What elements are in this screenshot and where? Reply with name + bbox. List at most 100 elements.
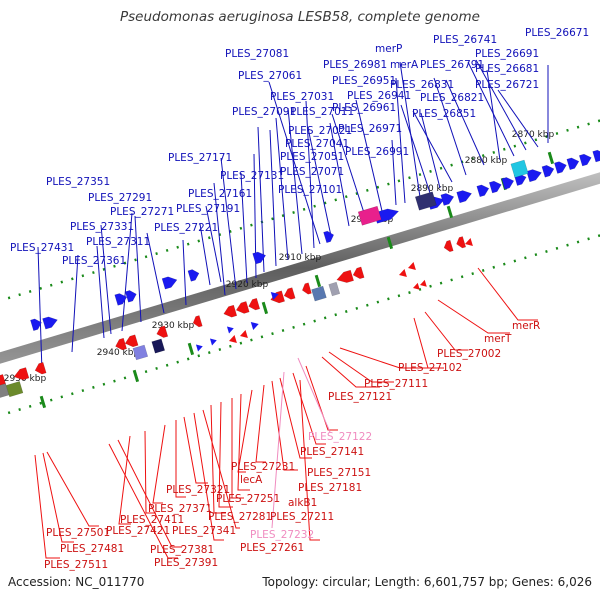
forward-gene-arrow[interactable]: [501, 176, 516, 190]
reverse-gene-label[interactable]: PLES_27181: [298, 482, 362, 494]
forward-gene-label[interactable]: PLES_27051: [280, 151, 344, 163]
forward-gene-label[interactable]: PLES_26741: [433, 34, 497, 46]
forward-gene-label[interactable]: PLES_26821: [420, 92, 484, 104]
forward-gene-label[interactable]: PLES_27431: [10, 242, 74, 254]
gene-triangle[interactable]: [407, 261, 416, 272]
reverse-gene-arrow[interactable]: [283, 287, 296, 301]
reverse-gene-arrow[interactable]: [33, 362, 47, 375]
reverse-gene-label[interactable]: merT: [484, 333, 512, 345]
reverse-gene-label[interactable]: PLES_27231: [231, 461, 295, 473]
reverse-gene-arrow[interactable]: [442, 239, 454, 253]
reverse-gene-label[interactable]: PLES_27511: [44, 559, 108, 571]
forward-gene-label[interactable]: PLES_27031: [270, 91, 334, 103]
features-layer[interactable]: [0, 136, 600, 402]
reverse-gene-label[interactable]: PLES_27232: [250, 529, 314, 541]
forward-gene-arrow[interactable]: [323, 230, 336, 244]
reverse-gene-arrow[interactable]: [0, 374, 7, 390]
gene-triangle[interactable]: [195, 343, 204, 352]
forward-gene-label[interactable]: PLES_27061: [238, 70, 302, 82]
reverse-gene-label[interactable]: PLES_27261: [240, 542, 304, 554]
forward-gene-label[interactable]: PLES_26851: [412, 108, 476, 120]
reverse-gene-arrow[interactable]: [124, 334, 139, 349]
reverse-gene-label[interactable]: PLES_27281: [208, 511, 272, 523]
forward-gene-label[interactable]: PLES_27081: [225, 48, 289, 60]
forward-gene-label[interactable]: PLES_27161: [188, 188, 252, 200]
reverse-gene-label[interactable]: PLES_27121: [328, 391, 392, 403]
forward-gene-label[interactable]: PLES_26681: [475, 63, 539, 75]
reverse-gene-label[interactable]: PLES_27251: [216, 493, 280, 505]
forward-gene-label[interactable]: merP: [375, 43, 402, 55]
reverse-gene-label[interactable]: PLES_27381: [150, 544, 214, 556]
reverse-gene-label[interactable]: PLES_27321: [166, 484, 230, 496]
reverse-gene-label[interactable]: PLES_27111: [364, 378, 428, 390]
forward-gene-label[interactable]: PLES_27221: [154, 222, 218, 234]
forward-gene-label[interactable]: PLES_27311: [86, 236, 150, 248]
reverse-gene-block[interactable]: [132, 344, 149, 361]
reverse-gene-arrow[interactable]: [301, 282, 312, 296]
forward-gene-label[interactable]: PLES_27131: [220, 170, 284, 182]
forward-gene-label[interactable]: PLES_26691: [475, 48, 539, 60]
forward-gene-label[interactable]: PLES_27331: [70, 221, 134, 233]
reverse-gene-arrow[interactable]: [155, 325, 169, 339]
reverse-gene-block[interactable]: [311, 285, 327, 302]
forward-gene-label[interactable]: PLES_27021: [288, 125, 352, 137]
reverse-gene-label[interactable]: PLES_27371: [148, 503, 212, 515]
forward-gene-label[interactable]: PLES_26831: [390, 79, 454, 91]
reverse-gene-label[interactable]: PLES_27102: [398, 362, 462, 374]
reverse-gene-label[interactable]: PLES_27141: [300, 446, 364, 458]
forward-gene-label[interactable]: PLES_27361: [62, 255, 126, 267]
forward-gene-arrow[interactable]: [476, 183, 491, 198]
forward-gene-label[interactable]: PLES_27041: [285, 138, 349, 150]
forward-gene-arrow[interactable]: [30, 317, 43, 331]
gene-triangle[interactable]: [239, 329, 248, 340]
reverse-gene-label[interactable]: PLES_27002: [437, 348, 501, 360]
forward-gene-block[interactable]: [510, 159, 529, 178]
reverse-gene-label[interactable]: PLES_27421: [106, 525, 170, 537]
reverse-gene-label[interactable]: alkB1: [288, 497, 317, 509]
forward-gene-label[interactable]: PLES_26971: [338, 123, 402, 135]
reverse-gene-arrow[interactable]: [114, 337, 127, 351]
reverse-gene-arrow[interactable]: [335, 269, 354, 285]
reverse-gene-arrow[interactable]: [351, 266, 365, 280]
reverse-gene-label[interactable]: merR: [512, 320, 540, 332]
reverse-gene-label[interactable]: PLES_27481: [60, 543, 124, 555]
forward-gene-arrow[interactable]: [554, 160, 568, 174]
gene-triangle[interactable]: [398, 268, 407, 279]
forward-gene-label[interactable]: PLES_26671: [525, 27, 589, 39]
forward-gene-label[interactable]: PLES_26791: [420, 59, 484, 71]
forward-gene-arrow[interactable]: [124, 289, 138, 303]
forward-gene-label[interactable]: PLES_27351: [46, 176, 110, 188]
reverse-gene-block[interactable]: [0, 383, 10, 402]
forward-gene-label[interactable]: PLES_27291: [88, 192, 152, 204]
gene-triangle[interactable]: [464, 237, 473, 248]
forward-gene-label[interactable]: PLES_27091: [232, 106, 296, 118]
reverse-gene-label[interactable]: PLES_27122: [308, 431, 372, 443]
reverse-gene-label[interactable]: PLES_27151: [307, 467, 371, 479]
forward-gene-label[interactable]: PLES_26951: [332, 75, 396, 87]
gene-triangle[interactable]: [209, 337, 218, 346]
forward-gene-label[interactable]: PLES_27271: [110, 206, 174, 218]
reverse-gene-arrow[interactable]: [12, 367, 30, 382]
reverse-gene-arrow[interactable]: [455, 236, 466, 249]
forward-gene-arrow[interactable]: [578, 152, 593, 167]
forward-gene-label[interactable]: PLES_27011: [290, 106, 354, 118]
forward-gene-label[interactable]: PLES_26991: [345, 146, 409, 158]
reverse-gene-arrow[interactable]: [235, 301, 250, 315]
forward-gene-arrow[interactable]: [592, 148, 600, 163]
gene-triangle[interactable]: [419, 279, 427, 289]
forward-gene-arrow[interactable]: [252, 250, 268, 265]
forward-gene-arrow[interactable]: [187, 268, 201, 282]
forward-gene-label[interactable]: PLES_26721: [475, 79, 539, 91]
gene-triangle[interactable]: [270, 290, 280, 301]
reverse-gene-label[interactable]: PLES_27391: [154, 557, 218, 569]
forward-gene-arrow[interactable]: [526, 167, 544, 183]
forward-gene-label[interactable]: PLES_27171: [168, 152, 232, 164]
gene-triangle[interactable]: [226, 325, 235, 334]
forward-gene-arrow[interactable]: [161, 275, 179, 290]
reverse-gene-arrow[interactable]: [192, 315, 203, 328]
reverse-gene-label[interactable]: lecA: [240, 474, 263, 486]
forward-gene-arrow[interactable]: [114, 292, 129, 306]
forward-gene-label[interactable]: PLES_27101: [278, 184, 342, 196]
forward-gene-label[interactable]: PLES_27191: [176, 203, 240, 215]
